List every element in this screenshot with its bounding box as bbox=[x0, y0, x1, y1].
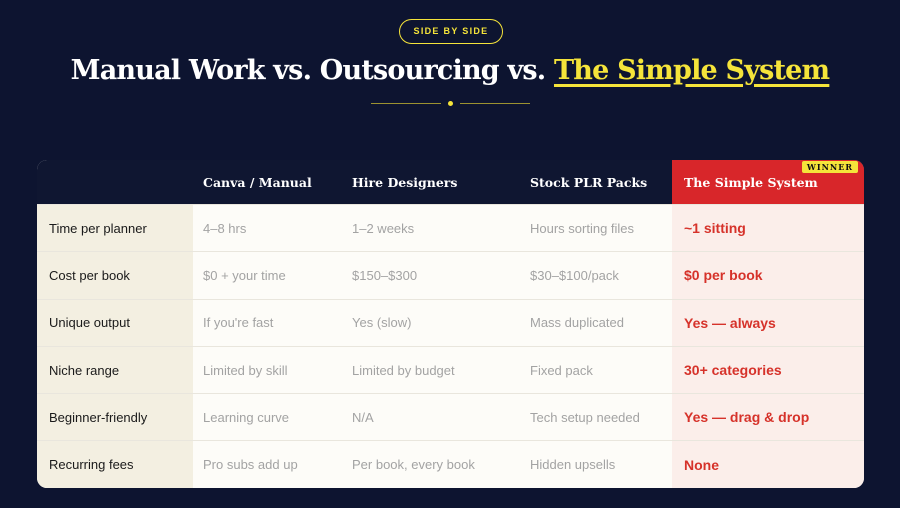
cell: $0 per book bbox=[672, 252, 864, 299]
row-label: Beginner-friendly bbox=[37, 394, 193, 441]
cell: Learning curve bbox=[203, 409, 289, 425]
cell: $150–$300 bbox=[352, 267, 418, 283]
divider bbox=[460, 103, 530, 104]
row-label: Niche range bbox=[37, 346, 193, 394]
cell: Yes (slow) bbox=[352, 315, 412, 331]
title: Manual Work vs. Outsourcing vs. The Simp… bbox=[0, 55, 900, 86]
cell: If you're fast bbox=[203, 315, 274, 331]
table-row: Recurring fees Pro subs add up Per book, e… bbox=[37, 440, 864, 488]
cell: Tech setup needed bbox=[530, 409, 640, 425]
cell: Fixed pack bbox=[530, 362, 593, 378]
cell: Limited by skill bbox=[203, 362, 288, 378]
row-label: Cost per book bbox=[37, 252, 193, 299]
cell: Yes — always bbox=[672, 299, 864, 346]
cell: 4–8 hrs bbox=[203, 220, 247, 236]
cell: Per book, every book bbox=[352, 457, 475, 473]
divider bbox=[371, 103, 441, 104]
header-cell bbox=[37, 160, 193, 204]
cell: Hours sorting files bbox=[530, 220, 635, 236]
table-row: Unique output If you're fast Yes (slow) Mas… bbox=[37, 298, 864, 346]
header-cell: The Simple System WINNER bbox=[672, 160, 864, 204]
header-row: Canva / Manual Hire Designers Stock PLR Pa… bbox=[37, 160, 864, 204]
title-prefix: Manual Work vs. Outsourcing vs. bbox=[70, 55, 547, 86]
header-cell: Hire Designers bbox=[352, 174, 458, 190]
header-cell: Stock PLR Packs bbox=[530, 174, 648, 190]
title-highlight: The Simple System bbox=[553, 55, 830, 86]
divider-dot bbox=[448, 101, 453, 106]
cell: $0 + your time bbox=[203, 267, 286, 283]
cell: Pro subs add up bbox=[203, 457, 298, 473]
cell: Mass duplicated bbox=[530, 315, 624, 331]
table-row: Cost per book $0 + your time $150–$300 $30–… bbox=[37, 251, 864, 299]
cell: ~1 sitting bbox=[672, 205, 864, 252]
cell: N/A bbox=[352, 409, 374, 425]
cell: Limited by budget bbox=[352, 362, 455, 378]
cell: $30–$100/pack bbox=[530, 267, 619, 283]
header-cell: Canva / Manual bbox=[203, 174, 312, 190]
row-label: Time per planner bbox=[37, 205, 193, 252]
cell: 30+ categories bbox=[672, 346, 864, 394]
cell: 1–2 weeks bbox=[352, 220, 415, 236]
table-row: Time per planner 4–8 hrs 1–2 weeks Hours so… bbox=[37, 204, 864, 252]
section-badge: SIDE BY SIDE bbox=[399, 19, 503, 44]
row-label: Unique output bbox=[37, 299, 193, 346]
comparison-table: Canva / Manual Hire Designers Stock PLR Pa… bbox=[37, 160, 864, 488]
row-label: Recurring fees bbox=[37, 441, 193, 488]
cell: None bbox=[672, 441, 864, 488]
cell: Yes — drag & drop bbox=[672, 394, 864, 441]
cell: Hidden upsells bbox=[530, 457, 616, 473]
table-row: Beginner-friendly Learning curve N/A Tech s… bbox=[37, 393, 864, 441]
table-row: Niche range Limited by skill Limited by bu… bbox=[37, 345, 864, 394]
winner-tag: WINNER bbox=[801, 161, 858, 173]
